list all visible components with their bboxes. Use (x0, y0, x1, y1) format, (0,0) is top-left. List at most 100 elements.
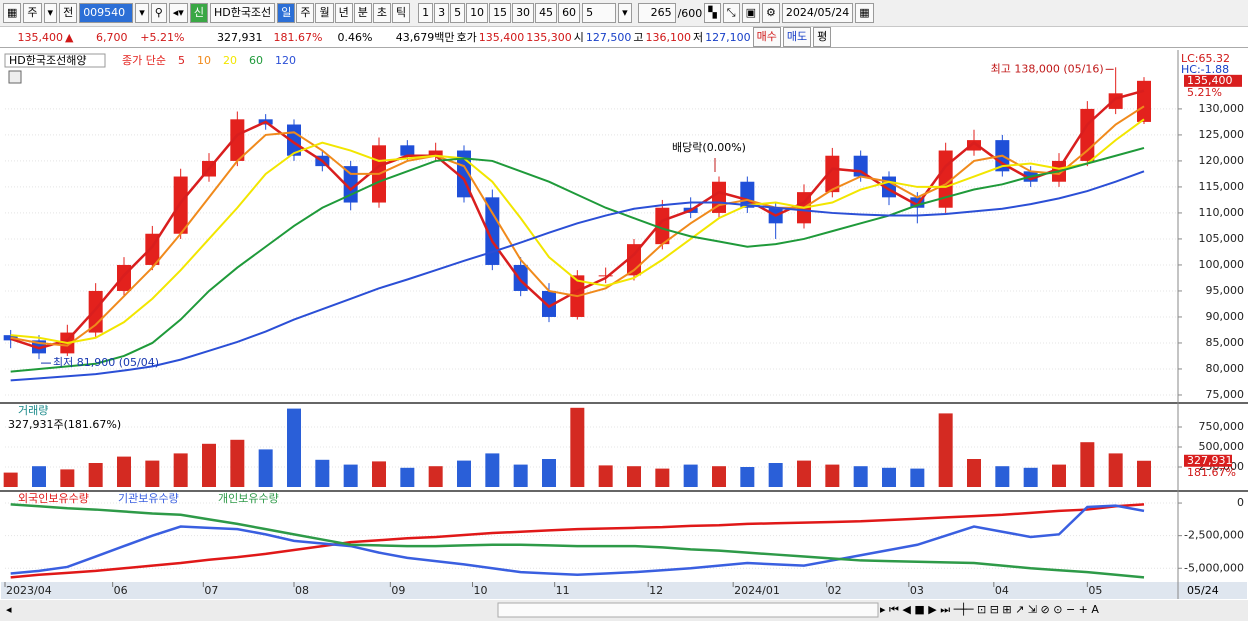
series-line (10, 89, 1145, 350)
save-button[interactable]: ▣ (741, 3, 760, 23)
settings-button[interactable]: ⚙ (761, 3, 780, 23)
candle-body (655, 207, 670, 245)
x-tick-label: 2024/01 (734, 584, 780, 597)
volume-bar (485, 453, 500, 487)
buy-button[interactable]: 매수 (752, 27, 781, 47)
candle-body (1080, 108, 1095, 161)
date-input[interactable]: 2024/05/24 (781, 3, 854, 23)
panel-subtitle: 327,931주(181.67%) (8, 418, 121, 431)
y-tick-label: 750,000 (1199, 420, 1245, 433)
volume-bar (117, 456, 131, 487)
legend-item: 120 (275, 54, 296, 67)
volume-bar (372, 461, 386, 487)
x-tick-label: 2023/04 (6, 584, 52, 597)
tool-button[interactable]: ▚ (704, 3, 721, 23)
low: 127,100 (705, 30, 751, 44)
stock-name: HD한국조선 (209, 3, 276, 23)
sell-button[interactable]: 매도 (782, 27, 812, 47)
scroll-left[interactable]: ◂ (6, 603, 12, 616)
candle-body (967, 140, 981, 151)
sound-button[interactable]: ◂▾ (168, 3, 188, 23)
amount: 43,679백만 (395, 31, 455, 44)
count-input[interactable]: 265 (637, 3, 676, 23)
volume-bar (882, 467, 896, 487)
ask: 135,400 (478, 30, 525, 44)
y-tick-label: 110,000 (1199, 206, 1245, 219)
dropdown[interactable]: ▾ (43, 3, 58, 23)
period-button[interactable]: 일 (277, 3, 296, 23)
volume-bar (258, 449, 273, 487)
series-line (10, 146, 1145, 373)
calendar-button[interactable]: ▦ (855, 3, 874, 23)
title-box (4, 53, 106, 68)
dropdown[interactable]: ▾ (618, 3, 632, 23)
scroll-thumb[interactable] (497, 602, 879, 618)
turnover: 0.46% (337, 30, 373, 44)
lc-label: LC:65.32 (1181, 52, 1230, 65)
interval-select[interactable]: 5 (582, 3, 617, 23)
volume: 327,931 (216, 30, 263, 44)
interval-button[interactable]: 45 (535, 3, 558, 23)
volume-bar (457, 460, 471, 487)
period-button[interactable]: 주 (296, 3, 315, 23)
high: 136,100 (645, 30, 691, 44)
dropdown[interactable]: ▾ (135, 3, 149, 23)
arrow: ▲ (65, 30, 74, 44)
legend-item: 기관보유수량 (118, 492, 179, 505)
volume-bar (400, 467, 415, 487)
y-tick-label: 130,000 (1199, 102, 1245, 115)
avg-button[interactable]: 평 (813, 27, 832, 47)
legend-item: 5 (178, 54, 185, 67)
x-tick-label: 04 (995, 584, 1009, 597)
legend-item: 10 (197, 54, 211, 67)
interval-button[interactable]: 15 (489, 3, 512, 23)
y-tick-label: 125,000 (1199, 128, 1245, 141)
volume-bar (542, 459, 556, 487)
new-badge[interactable]: 신 (189, 3, 208, 23)
quote-label: 호가 (456, 31, 477, 44)
x-tick-label: 08 (295, 584, 309, 597)
period-button[interactable]: 틱 (391, 3, 411, 23)
dividend-annotation: 배당락(0.00%) (672, 141, 746, 154)
volume-bar (797, 460, 811, 487)
y-tick-label: -2,500,000 (1184, 529, 1244, 542)
table-icon[interactable] (8, 70, 22, 84)
change: 6,700 (95, 30, 128, 44)
volume-bar (32, 466, 46, 487)
candle-body (230, 119, 245, 161)
market-select[interactable]: 주 (23, 3, 42, 23)
period-button[interactable]: 년 (334, 3, 353, 23)
period-button[interactable]: 분 (353, 3, 372, 23)
interval-button[interactable]: 1 (418, 3, 434, 23)
scope-button[interactable]: 전 (59, 3, 78, 23)
tool-button[interactable]: ⤡ (722, 3, 740, 23)
price-box (1184, 74, 1242, 87)
interval-button[interactable]: 60 (558, 3, 581, 23)
code-input[interactable]: 009540 (79, 3, 134, 23)
volume-bar (513, 464, 528, 487)
period-button[interactable]: 초 (372, 3, 391, 23)
period-button[interactable]: 월 (315, 3, 334, 23)
interval-group: 1 3 5 10 15 30 45 60 (418, 3, 581, 23)
volume-bar (428, 466, 443, 487)
volume-bar (88, 463, 103, 487)
info-bar: 135,400 ▲ 6,700 +5.21% 327,931 181.67% 0… (0, 27, 1248, 48)
interval-button[interactable]: 5 (450, 3, 466, 23)
volume-bar (1108, 453, 1123, 487)
volume-bar (768, 463, 783, 487)
candle-body (173, 176, 188, 234)
menu-button[interactable]: ▦ (3, 3, 22, 23)
search-button[interactable]: ⚲ (150, 3, 167, 23)
candle-body (428, 150, 443, 156)
y-tick-label: 115,000 (1199, 180, 1245, 193)
legend-item: 60 (249, 54, 263, 67)
interval-button[interactable]: 10 (466, 3, 489, 23)
volume-bar (315, 459, 330, 487)
interval-button[interactable]: 30 (512, 3, 535, 23)
volume-box (1184, 454, 1232, 467)
volume-bar (3, 472, 18, 487)
scroll-buttons[interactable]: ▸ ⏮ ◀ ■ ▶ ⏭ ─┼─ ⊡ ⊟ ⊞ ↗ ⇲ ⊘ ⊙ − + A (880, 602, 1099, 616)
interval-button[interactable]: 3 (434, 3, 450, 23)
legend-title: 종가 단순 (122, 54, 166, 67)
